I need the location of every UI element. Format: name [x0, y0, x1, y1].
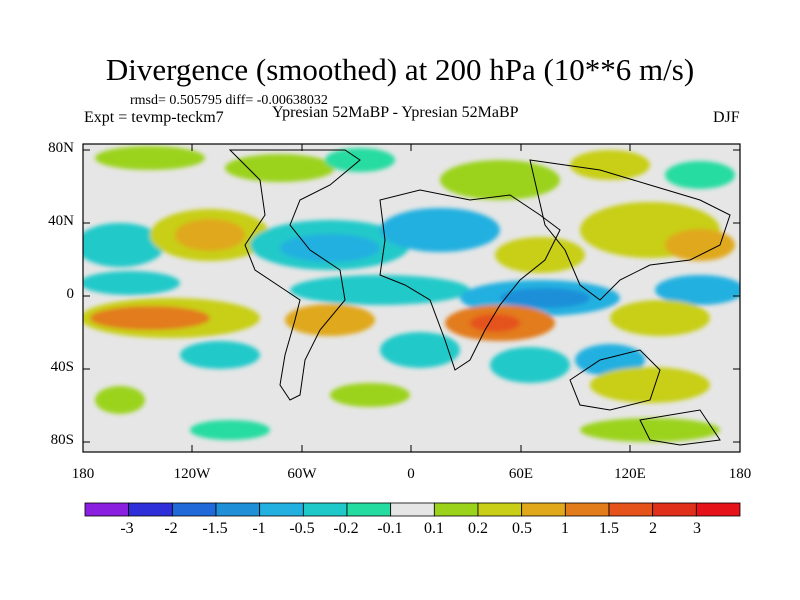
field-patch: [225, 154, 335, 182]
field-patch: [83, 223, 165, 267]
colorbar-label: 0.1: [424, 520, 444, 537]
colorbar-box: [477, 502, 523, 517]
lon-label-0: 0: [407, 466, 415, 482]
coastline-africa-europe: [379, 189, 561, 371]
colorbar-box: [695, 502, 741, 517]
field-patch: [590, 367, 710, 403]
field-patch: [490, 347, 570, 383]
colorbar-box: [433, 502, 479, 517]
field-patch: [665, 229, 735, 261]
season-label: DJF: [713, 109, 740, 126]
field-patch: [380, 332, 460, 368]
field-patch: [580, 418, 720, 442]
lat-label-40n: 40N: [48, 213, 74, 229]
lon-label-180e: 180: [728, 466, 752, 482]
lon-label-60e: 60E: [508, 466, 534, 482]
field-patch: [610, 300, 710, 336]
colorbar-label: -1.5: [202, 520, 228, 537]
field-patch: [495, 237, 585, 273]
colorbar-label: -1: [252, 520, 266, 537]
field-patch: [180, 341, 260, 369]
lat-label-80n: 80N: [48, 140, 74, 156]
colorbar-box: [564, 502, 610, 517]
plot-title: Divergence (smoothed) at 200 hPa (10**6 …: [105, 52, 695, 87]
colorbar-box: [608, 502, 654, 517]
lat-label-40s: 40S: [50, 359, 74, 375]
field-patch: [570, 150, 650, 180]
colorbar-box: [128, 502, 173, 517]
field-patch: [175, 219, 245, 251]
field-patch: [95, 146, 205, 170]
lon-label-180w: 180: [71, 466, 95, 482]
colorbar-box: [521, 502, 566, 517]
field-patch: [470, 314, 520, 332]
field-patch: [190, 420, 270, 440]
field-patch: [330, 383, 410, 407]
field-patch: [440, 160, 560, 200]
field-layer: [83, 144, 740, 452]
colorbar-boxes: [84, 502, 741, 517]
colorbar-box: [215, 502, 261, 517]
colorbar-box: [346, 502, 392, 517]
colorbar-box: [259, 502, 304, 517]
comparison-label: Ypresian 52MaBP - Ypresian 52MaBP: [272, 104, 519, 121]
colorbar-label: -3: [120, 520, 134, 537]
field-patch: [500, 288, 590, 308]
colorbar-label: 3: [693, 520, 701, 537]
lat-label-eq: 0: [66, 286, 75, 302]
coastline-asia: [529, 159, 731, 301]
field-patch: [285, 304, 375, 336]
colorbar-label: 1.5: [599, 520, 619, 537]
field-patch: [83, 271, 180, 295]
colorbar-label: 0.5: [512, 520, 532, 537]
coastlines: [228, 149, 731, 446]
colorbar-label: -0.5: [289, 520, 315, 537]
coastline-antarctica: [639, 409, 721, 446]
coastline-australia: [569, 349, 661, 411]
axis-ticks: [82, 144, 741, 452]
field-patch: [380, 208, 500, 252]
stats-text: rmsd= 0.505795 diff= -0.00638032: [130, 93, 328, 108]
colorbar-label: 2: [649, 520, 657, 537]
field-patch: [280, 234, 380, 262]
field-patch: [665, 161, 735, 189]
lon-label-120e: 120E: [614, 466, 646, 482]
coastline-americas: [228, 149, 361, 401]
colorbar-box: [302, 502, 348, 517]
colorbar-box: [390, 502, 435, 517]
colorbar-box: [171, 502, 217, 517]
lat-label-80s: 80S: [50, 432, 74, 448]
field-patch: [90, 306, 210, 330]
colorbar-box: [652, 502, 697, 517]
colorbar-label: -0.1: [377, 520, 403, 537]
field-patch: [655, 275, 740, 305]
lon-label-60w: 60W: [287, 466, 317, 482]
colorbar-label: 1: [561, 520, 569, 537]
colorbar-box: [84, 502, 130, 517]
field-patch: [95, 386, 145, 414]
colorbar-label: -0.2: [333, 520, 359, 537]
colorbar-label: -2: [164, 520, 178, 537]
colorbar-label: 0.2: [468, 520, 488, 537]
experiment-label: Expt = tevmp-teckm7: [84, 109, 224, 126]
field-patch: [575, 344, 645, 376]
lon-label-120w: 120W: [173, 466, 211, 482]
